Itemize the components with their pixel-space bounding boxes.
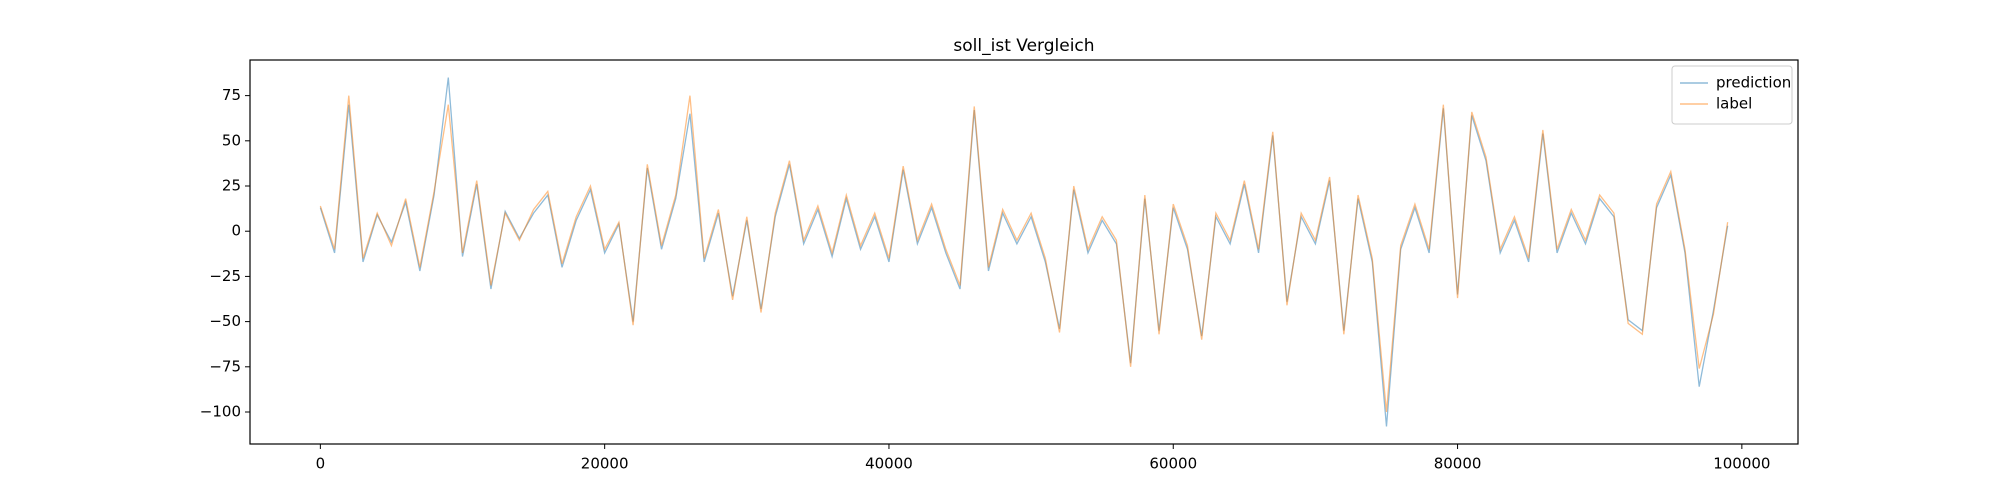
x-tick-label: 0	[316, 455, 326, 473]
y-tick-label: −100	[200, 403, 241, 421]
y-tick-label: 50	[222, 131, 241, 149]
x-tick-label: 40000	[865, 455, 913, 473]
plot-frame	[249, 59, 1799, 445]
y-tick-label: 75	[222, 86, 241, 104]
x-tick-label: 20000	[581, 455, 629, 473]
legend-label: prediction	[1716, 74, 1791, 92]
y-tick-label: −25	[209, 267, 241, 285]
x-tick-label: 80000	[1434, 455, 1482, 473]
x-tick-label: 100000	[1713, 455, 1770, 473]
y-tick-label: −75	[209, 357, 241, 375]
series-line	[319, 95, 1729, 413]
y-tick-label: −50	[209, 312, 241, 330]
legend-label: label	[1716, 95, 1752, 113]
y-tick-label: 25	[222, 177, 241, 195]
y-tick-label: 0	[231, 222, 241, 240]
legend-box	[1671, 65, 1793, 125]
chart-title: soll_ist Vergleich	[953, 36, 1094, 56]
x-tick-label: 60000	[1149, 455, 1197, 473]
